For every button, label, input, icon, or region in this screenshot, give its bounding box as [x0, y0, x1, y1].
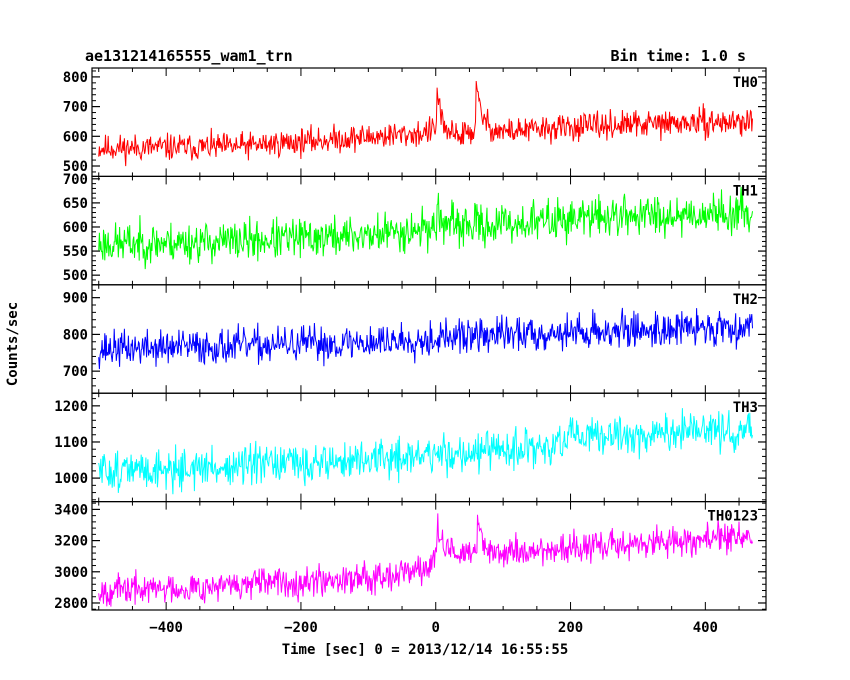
panel-label-th1: TH1 — [733, 183, 758, 199]
x-tick-label: 400 — [693, 620, 718, 636]
y-tick-label: 800 — [63, 70, 88, 86]
y-tick-label: 650 — [63, 196, 88, 212]
series-line-th0123 — [98, 513, 753, 607]
y-tick-label: 600 — [63, 220, 88, 236]
y-tick-label: 1000 — [54, 471, 88, 487]
y-tick-label: 1100 — [54, 435, 88, 451]
y-tick-label: 3000 — [54, 565, 88, 581]
series-line-th1 — [98, 186, 753, 270]
panel-frame — [91, 501, 767, 611]
panel-label-th2: TH2 — [733, 292, 758, 308]
y-tick-label: 700 — [63, 172, 88, 188]
y-tick-label: 700 — [63, 100, 88, 116]
bin-time-label: Bin time: 1.0 s — [611, 47, 746, 65]
panel-th0: 500 600 700 800 TH0 — [63, 67, 767, 178]
panel-th0123: 2800 3000 3200 3400 TH0123 −400 −200 0 200 400 — [54, 501, 767, 636]
y-tick-label: 1200 — [54, 399, 88, 415]
y-tick-label: 900 — [63, 291, 88, 307]
series-line-th0 — [98, 80, 753, 167]
y-tick-label: 3200 — [54, 534, 88, 550]
panel-th3: 1000 1100 1200 TH3 — [54, 392, 767, 503]
panel-label-th0: TH0 — [733, 75, 758, 91]
y-tick-label: 550 — [63, 244, 88, 260]
panel-stack: 500 600 700 800 TH0 500 550 600 650 700 TH1 700 800 9… — [54, 67, 767, 636]
chart-title: ae131214165555_wam1_trn — [85, 47, 293, 65]
y-tick-label: 2800 — [54, 596, 88, 612]
series-line-th2 — [98, 307, 753, 370]
x-tick-label: −400 — [149, 620, 183, 636]
y-tick-label: 800 — [63, 327, 88, 343]
y-tick-label: 3400 — [54, 502, 88, 518]
series-line-th3 — [98, 408, 753, 495]
y-tick-label: 600 — [63, 129, 88, 145]
panel-label-th0123: TH0123 — [707, 509, 758, 525]
x-tick-label: −200 — [284, 620, 318, 636]
y-axis-label: Counts/sec — [5, 302, 21, 386]
y-tick-label: 500 — [63, 268, 88, 284]
x-tick-label: 200 — [558, 620, 583, 636]
panel-label-th3: TH3 — [733, 400, 758, 416]
panel-th1: 500 550 600 650 700 TH1 — [63, 172, 767, 286]
x-axis-label: Time [sec] 0 = 2013/12/14 16:55:55 — [282, 642, 569, 658]
x-tick-label: 0 — [432, 620, 440, 636]
panel-th2: 700 800 900 TH2 — [63, 284, 767, 394]
y-tick-label: 700 — [63, 364, 88, 380]
y-tick-label: 500 — [63, 159, 88, 175]
